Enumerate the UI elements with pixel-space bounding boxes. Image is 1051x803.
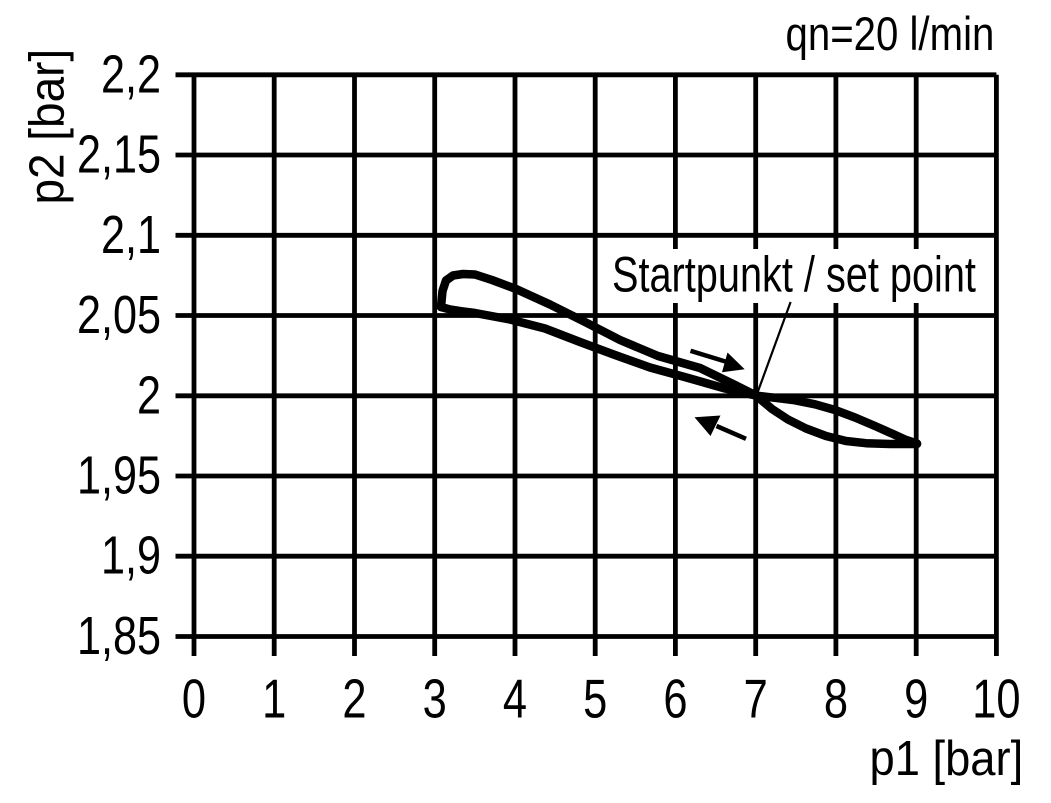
svg-text:4: 4 (503, 668, 527, 730)
svg-text:2,1: 2,1 (101, 205, 161, 265)
svg-text:p1 [bar]: p1 [bar] (870, 731, 1024, 786)
svg-text:2,05: 2,05 (77, 286, 161, 346)
svg-text:p2 [bar]: p2 [bar] (20, 49, 75, 205)
svg-text:9: 9 (904, 668, 928, 730)
svg-text:8: 8 (824, 668, 848, 730)
svg-text:0: 0 (182, 668, 206, 730)
svg-text:qn=20 l/min: qn=20 l/min (786, 8, 995, 61)
svg-text:7: 7 (744, 668, 768, 730)
svg-text:1: 1 (262, 668, 286, 730)
svg-text:2,15: 2,15 (77, 125, 161, 185)
svg-text:1,95: 1,95 (77, 446, 161, 506)
svg-text:3: 3 (423, 668, 447, 730)
svg-text:2: 2 (342, 668, 366, 730)
svg-text:2: 2 (137, 366, 161, 426)
svg-text:Startpunkt / set point: Startpunkt / set point (612, 246, 976, 303)
svg-text:6: 6 (663, 668, 687, 730)
svg-text:1,85: 1,85 (77, 607, 161, 667)
svg-text:2,2: 2,2 (101, 45, 161, 105)
svg-text:1,9: 1,9 (101, 526, 161, 586)
svg-text:5: 5 (583, 668, 607, 730)
svg-text:10: 10 (972, 668, 1020, 730)
